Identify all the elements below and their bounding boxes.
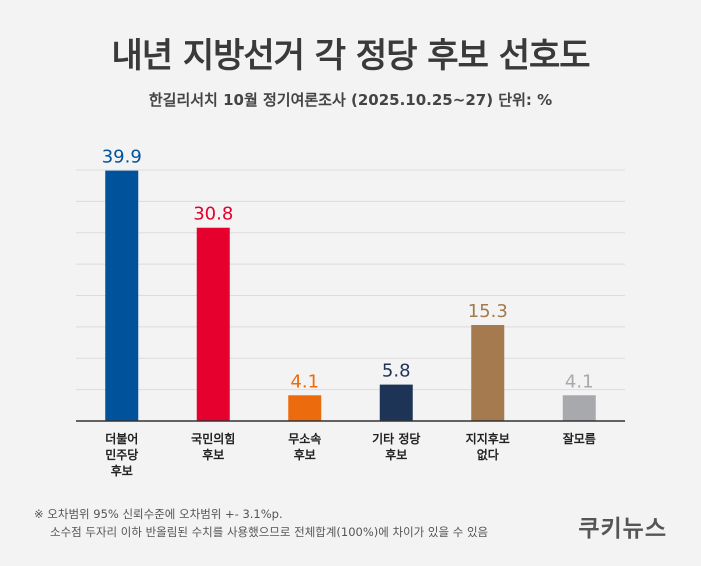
publisher-logo: 쿠키뉴스 xyxy=(578,516,667,542)
bar-0 xyxy=(105,170,139,421)
bar-1 xyxy=(196,227,230,421)
bar-2 xyxy=(288,395,322,421)
bars xyxy=(105,170,596,421)
footnote-line-2: 소수점 두자리 이하 반올림된 수치를 사용했으므로 전체합계(100%)에 차… xyxy=(50,525,489,539)
category-label-4: 지지후보 없다 xyxy=(466,431,510,462)
category-label-3: 기타 정당 후보 xyxy=(372,431,420,462)
value-label-2: 4.1 xyxy=(290,371,319,392)
value-label-3: 5.8 xyxy=(382,361,411,382)
category-label-5: 잘모름 xyxy=(563,431,596,446)
bar-4 xyxy=(471,324,505,421)
value-label-4: 15.3 xyxy=(468,301,508,322)
value-label-0: 39.9 xyxy=(102,147,142,168)
value-label-5: 4.1 xyxy=(565,371,594,392)
value-labels: 39.9 30.8 4.1 5.8 15.3 4.1 xyxy=(102,147,594,393)
bar-5 xyxy=(562,395,596,421)
category-label-0: 더불어 민주당 후보 xyxy=(105,431,138,478)
bar-3 xyxy=(379,384,413,421)
footnote-line-1: ※ 오차범위 95% 신뢰수준에 오차범위 +- 3.1%p. xyxy=(34,507,283,521)
category-label-2: 무소속 후보 xyxy=(288,432,321,462)
category-labels: 더불어 민주당 후보 국민의힘 후보 무소속 후보 기타 정당 후보 지지후보 없다 잘모름 xyxy=(105,431,596,478)
footnote: ※ 오차범위 95% 신뢰수준에 오차범위 +- 3.1%p. 소수점 두자리 … xyxy=(34,505,488,541)
chart-title: 내년 지방선거 각 정당 후보 선호도 xyxy=(111,36,590,76)
value-label-1: 30.8 xyxy=(193,204,233,225)
bar-chart: 39.9 30.8 4.1 5.8 15.3 4.1 더불어 민주당 후보 국민의힘 후보 무소속 후… xyxy=(76,147,625,478)
chart-subtitle: 한길리서치 10월 정기여론조사 (2025.10.25~27) 단위: % xyxy=(148,91,553,109)
category-label-1: 국민의힘 후보 xyxy=(191,431,235,462)
gridlines xyxy=(76,169,625,391)
